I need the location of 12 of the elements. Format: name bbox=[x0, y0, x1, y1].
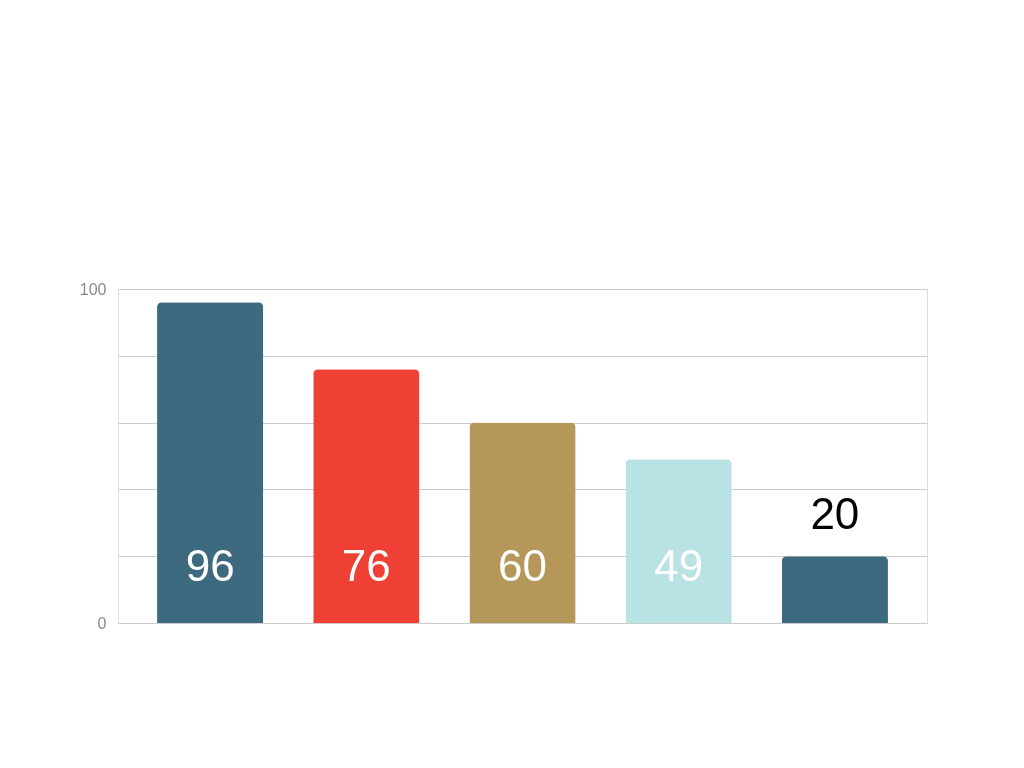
data-label: 49 bbox=[654, 541, 704, 590]
data-label: 60 bbox=[498, 541, 547, 590]
data-label: 96 bbox=[185, 541, 235, 590]
bar bbox=[313, 369, 420, 623]
y-tick-label: 100 bbox=[79, 280, 107, 298]
bar bbox=[157, 302, 264, 623]
y-tick-label: 0 bbox=[97, 614, 107, 632]
data-label: 20 bbox=[810, 489, 860, 539]
bar bbox=[625, 459, 732, 623]
bar bbox=[469, 422, 576, 623]
bar bbox=[781, 556, 888, 623]
data-label: 76 bbox=[341, 541, 391, 590]
